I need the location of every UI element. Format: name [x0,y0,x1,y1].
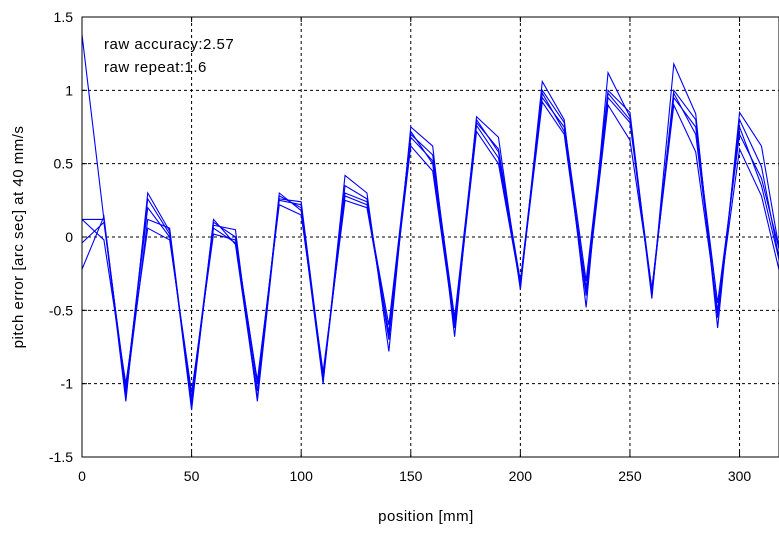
series-line-4 [82,100,779,393]
grid [82,17,779,457]
y-ticks: -1.5 -1 -0.5 0 0.5 1 1.5 [49,9,87,465]
x-axis-label: position [mm] [378,508,474,525]
y-tick-label: 1 [65,82,73,98]
y-tick-label: 1.5 [54,9,74,25]
y-tick-label: -1.5 [49,449,73,465]
series-line-1 [82,34,779,402]
x-tick-label: 100 [290,468,314,484]
y-tick-label: 0 [65,229,73,245]
x-tick-label: 150 [399,468,423,484]
y-tick-label: 0.5 [54,156,74,172]
series-group [82,34,779,411]
y-tick-label: -1 [61,376,74,392]
y-axis-label: pitch error [arc sec] at 40 mm/s [10,126,27,349]
x-tick-label: 0 [78,468,86,484]
x-tick-label: 200 [509,468,533,484]
series-line-5 [82,91,779,399]
y-tick-label: -0.5 [49,302,73,318]
x-tick-label: 50 [184,468,200,484]
raw-accuracy-annotation: raw accuracy:2.57 [104,36,234,53]
x-ticks: 0 50 100 150 200 250 300 [78,17,751,484]
raw-repeat-annotation: raw repeat:1.6 [104,59,207,76]
x-tick-label: 250 [618,468,642,484]
x-tick-label: 300 [728,468,752,484]
